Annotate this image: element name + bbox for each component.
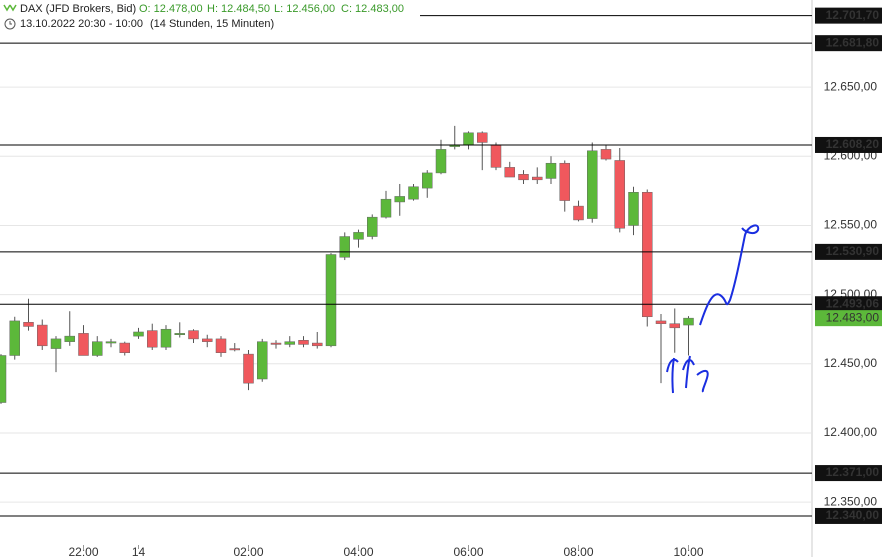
candle-body [642, 192, 653, 318]
level-label: 12.608,20 [826, 137, 880, 151]
candle-body [422, 172, 433, 189]
x-tick-label: 22:00 [68, 545, 98, 557]
level-label-bg [815, 35, 882, 52]
subtitle-note: (14 Stunden, 15 Minuten) [150, 18, 274, 30]
current-price-marker [815, 310, 882, 327]
candle-body [284, 341, 295, 345]
candle-body [147, 330, 158, 348]
candle-body [0, 355, 7, 403]
candle-body [477, 132, 488, 143]
title: DAX (JFD Brokers, Bid) [20, 3, 136, 15]
candle-body [380, 198, 392, 218]
candle-body [367, 216, 378, 237]
candle-body [188, 330, 199, 340]
level-label-bg [815, 465, 882, 482]
candle-body [655, 320, 667, 324]
candle-body [257, 341, 268, 380]
y-tick-label: 12.650,00 [824, 79, 878, 93]
candle-body [243, 353, 254, 384]
level-label-bg [815, 7, 882, 24]
candle-body [23, 322, 34, 327]
clock-hands [9, 21, 12, 25]
candle-body [133, 331, 144, 337]
candle-body [408, 186, 419, 200]
x-tick-label: 06:00 [453, 545, 483, 557]
level-label: 12.681,80 [826, 35, 880, 49]
candle-body [174, 333, 185, 335]
level-label: 12.701,70 [826, 8, 880, 22]
candle-body [532, 176, 543, 181]
y-tick-label: 12.350,00 [824, 494, 878, 508]
y-tick-label: 12.450,00 [824, 356, 878, 370]
level-label-bg [815, 507, 882, 524]
y-tick-label: 12.400,00 [824, 425, 878, 439]
level-label: 12.340,00 [826, 508, 880, 522]
header-bg [0, 0, 420, 34]
x-tick-label: 14 [132, 545, 146, 557]
candle-body [614, 160, 625, 229]
candle-body [600, 149, 612, 160]
candle-body [545, 162, 557, 179]
candle-body [270, 342, 282, 345]
level-label: 12.371,00 [826, 465, 880, 479]
candle-body [215, 338, 227, 353]
candle-body [504, 167, 515, 178]
ohlc-low: L: 12.456,00 [274, 3, 335, 15]
candle-body [628, 192, 639, 226]
candle-body [202, 338, 213, 342]
candle-body [119, 342, 130, 353]
candle-body [587, 150, 598, 219]
annotation-arrows [666, 355, 709, 394]
ohlc-close: C: 12.483,00 [341, 3, 404, 15]
candle-body [105, 341, 117, 344]
x-tick-label: 08:00 [563, 545, 593, 557]
candle-body [160, 328, 172, 348]
candle-body [325, 254, 337, 347]
candle-body [298, 340, 309, 345]
level-label-bg [815, 136, 882, 153]
candle-body [435, 149, 447, 174]
candle-body [353, 232, 364, 240]
x-tick-label: 04:00 [343, 545, 373, 557]
candle-body [37, 324, 48, 347]
candle-body [573, 205, 584, 221]
level-label-bg [815, 296, 882, 313]
level-label-bg [815, 243, 882, 260]
current-price-label: 12.483,00 [826, 310, 880, 324]
candle-body [518, 174, 529, 181]
candle-body [78, 333, 89, 356]
candle-body [339, 236, 350, 258]
candle-body [92, 341, 103, 356]
candle-body [559, 162, 570, 201]
candle-body [50, 338, 62, 349]
x-tick-label: 10:00 [673, 545, 703, 557]
x-tick-label: 02:00 [233, 545, 263, 557]
annotation-arrow [699, 224, 760, 326]
level-label: 12.493,06 [826, 296, 880, 310]
candle-body [312, 342, 323, 347]
clock-icon [4, 18, 16, 30]
candle-body [9, 320, 20, 356]
y-tick-label: 12.550,00 [824, 218, 878, 232]
candle-body [683, 317, 694, 326]
ohlc-open: O: 12.478,00 [139, 3, 203, 15]
instrument-icon [3, 4, 17, 12]
candle-body [490, 144, 502, 168]
candle-body [394, 196, 405, 203]
candle-body [64, 335, 75, 342]
level-label: 12.530,90 [826, 244, 880, 258]
candle-body [463, 132, 474, 146]
subtitle: 13.10.2022 20:30 - 10:00 [20, 18, 143, 30]
candle-body [229, 348, 240, 351]
candle-body [669, 323, 680, 329]
ohlc-high: H: 12.484,50 [207, 3, 270, 15]
